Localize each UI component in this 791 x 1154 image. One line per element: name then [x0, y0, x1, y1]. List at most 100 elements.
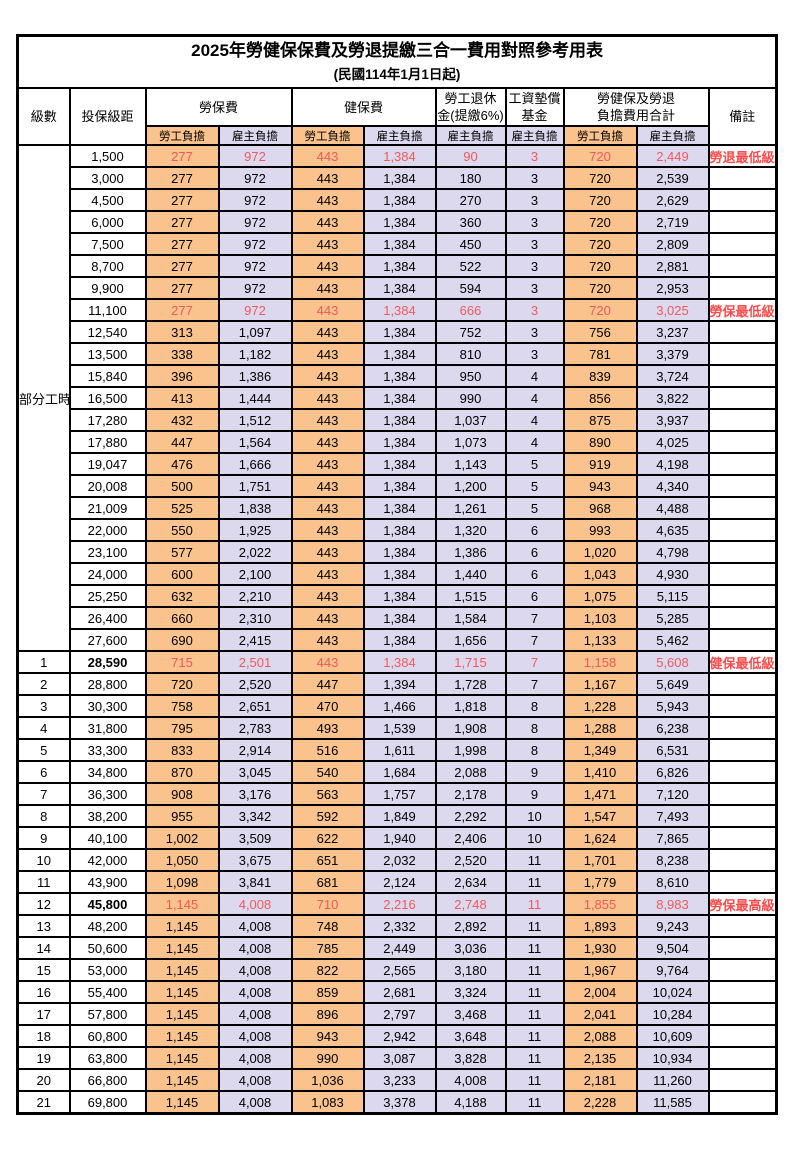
value-cell: 1,394	[362, 672, 437, 696]
value-cell: 447	[290, 672, 365, 696]
remark-cell	[707, 540, 778, 564]
value-cell: 11	[504, 870, 565, 894]
value-cell: 2,310	[217, 606, 293, 630]
table-row: 16 55,400 1,145 4,008 859 2,681 3,324 11 2,004 10…	[16, 980, 778, 1004]
value-cell: 1,384	[362, 166, 437, 190]
value-cell: 8,610	[635, 870, 710, 894]
value-cell: 3,237	[635, 320, 710, 344]
value-cell: 8	[504, 738, 565, 762]
value-cell: 1,384	[362, 342, 437, 366]
level-cell: 4	[16, 716, 71, 740]
value-cell: 1,384	[362, 408, 437, 432]
value-cell: 1,145	[144, 914, 220, 938]
value-cell: 2,719	[635, 210, 710, 234]
value-cell: 1,855	[562, 892, 638, 916]
value-cell: 990	[290, 1046, 365, 1070]
bracket-cell: 6,000	[68, 210, 147, 234]
bracket-cell: 17,280	[68, 408, 147, 432]
value-cell: 7	[504, 606, 565, 630]
value-cell: 4,025	[635, 430, 710, 454]
value-cell: 1,384	[362, 540, 437, 564]
value-cell: 2,228	[562, 1090, 638, 1115]
value-cell: 11	[504, 892, 565, 916]
value-cell: 1,384	[362, 298, 437, 322]
table-row: 5 33,300 833 2,914 516 1,611 1,998 8 1,349 6,531	[16, 738, 778, 762]
value-cell: 3	[504, 298, 565, 322]
bracket-cell: 3,000	[68, 166, 147, 190]
bracket-cell: 28,590	[68, 650, 147, 674]
value-cell: 4,008	[217, 980, 293, 1004]
value-cell: 1,349	[562, 738, 638, 762]
value-cell: 3,233	[362, 1068, 437, 1092]
value-cell: 1,512	[217, 408, 293, 432]
remark-cell	[707, 804, 778, 828]
value-cell: 1,838	[217, 496, 293, 520]
value-cell: 1,050	[144, 848, 220, 872]
level-cell: 2	[16, 672, 71, 696]
table-row: 2 28,800 720 2,520 447 1,394 1,728 7 1,167 5,649	[16, 672, 778, 696]
value-cell: 1,539	[362, 716, 437, 740]
bracket-cell: 23,100	[68, 540, 147, 564]
level-cell: 7	[16, 782, 71, 806]
value-cell: 525	[144, 496, 220, 520]
remark-cell	[707, 232, 778, 256]
bracket-cell: 31,800	[68, 716, 147, 740]
value-cell: 2,651	[217, 694, 293, 718]
remark-cell	[707, 914, 778, 938]
value-cell: 1,384	[362, 496, 437, 520]
value-cell: 2,449	[362, 936, 437, 960]
subheader-pension-employer: 雇主負擔	[434, 125, 507, 146]
value-cell: 5	[504, 474, 565, 498]
value-cell: 9,243	[635, 914, 710, 938]
value-cell: 443	[290, 276, 365, 300]
value-cell: 4	[504, 430, 565, 454]
remark-cell	[707, 320, 778, 344]
bracket-cell: 66,800	[68, 1068, 147, 1092]
value-cell: 4,008	[217, 958, 293, 982]
header-labor-insurance: 勞保費	[144, 87, 293, 127]
remark-cell	[707, 606, 778, 630]
value-cell: 1,728	[434, 672, 507, 696]
value-cell: 360	[434, 210, 507, 234]
value-cell: 3,828	[434, 1046, 507, 1070]
value-cell: 5	[504, 496, 565, 520]
value-cell: 3,180	[434, 958, 507, 982]
header-group-row: 級數 投保級距 勞保費 健保費 勞工退休 金(提繳6%) 工資墊償 基金 勞健保…	[16, 87, 778, 146]
value-cell: 11	[504, 1090, 565, 1115]
value-cell: 720	[562, 254, 638, 278]
value-cell: 180	[434, 166, 507, 190]
value-cell: 660	[144, 606, 220, 630]
value-cell: 11	[504, 936, 565, 960]
table-row: 24,000 600 2,100 443 1,384 1,440 6 1,043 4,930	[18, 562, 778, 586]
value-cell: 1,384	[362, 364, 437, 388]
value-cell: 1,908	[434, 716, 507, 740]
value-cell: 622	[290, 826, 365, 850]
value-cell: 4,635	[635, 518, 710, 542]
remark-cell	[707, 782, 778, 806]
value-cell: 1,384	[362, 232, 437, 256]
table-row: 3,000 277 972 443 1,384 180 3 720 2,539	[18, 166, 778, 190]
value-cell: 2,892	[434, 914, 507, 938]
level-cell: 12	[16, 892, 71, 916]
value-cell: 4,008	[434, 1068, 507, 1092]
value-cell: 972	[217, 166, 293, 190]
value-cell: 7	[504, 650, 565, 674]
value-cell: 6	[504, 562, 565, 586]
value-cell: 11	[504, 848, 565, 872]
bracket-cell: 19,047	[68, 452, 147, 476]
table-row: 21 69,800 1,145 4,008 1,083 3,378 4,188 11 2,228…	[16, 1090, 778, 1115]
remark-cell: 勞退最低級距	[707, 144, 778, 168]
table-row: 10 42,000 1,050 3,675 651 2,032 2,520 11 1,701 8,…	[16, 848, 778, 872]
value-cell: 500	[144, 474, 220, 498]
value-cell: 396	[144, 364, 220, 388]
value-cell: 4	[504, 408, 565, 432]
value-cell: 270	[434, 188, 507, 212]
value-cell: 781	[562, 342, 638, 366]
bracket-cell: 17,880	[68, 430, 147, 454]
bracket-cell: 55,400	[68, 980, 147, 1004]
value-cell: 2,914	[217, 738, 293, 762]
remark-cell	[707, 1046, 778, 1070]
value-cell: 1,384	[362, 650, 437, 674]
value-cell: 1,145	[144, 958, 220, 982]
title-row: 2025年勞健保保費及勞退提繳三合一費用對照參考用表 (民國114年1月1日起)	[16, 34, 778, 89]
